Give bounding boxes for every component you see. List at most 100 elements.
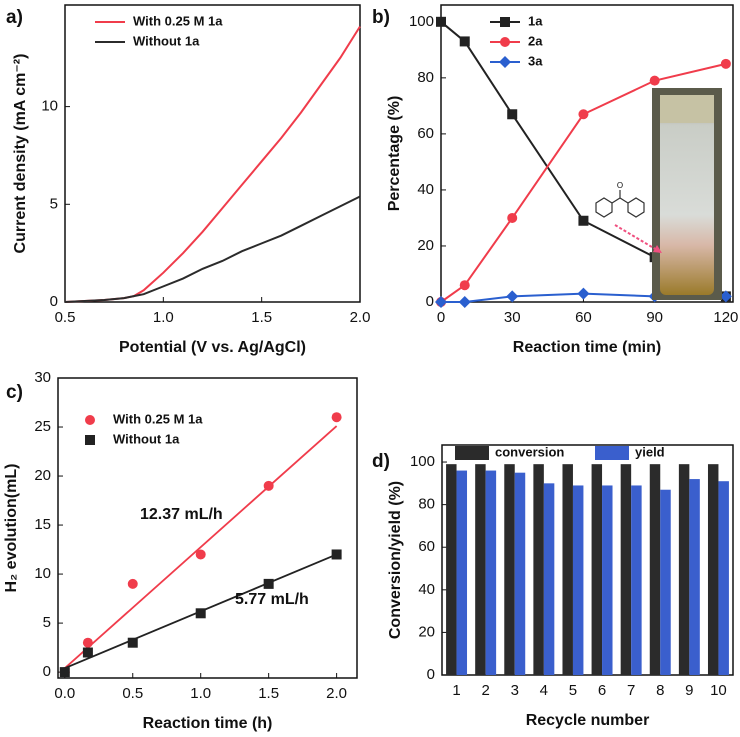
bar: [631, 485, 642, 675]
x-tick-label: 8: [656, 682, 664, 699]
legend-swatch: [595, 446, 629, 460]
y-tick-label: 0: [427, 666, 435, 683]
x-axis-label: Reaction time (min): [513, 339, 661, 356]
x-tick-label: 1.5: [251, 309, 272, 326]
marker: [578, 109, 589, 120]
plot-frame: [64, 4, 361, 303]
y-tick-label: 0: [426, 293, 434, 310]
x-tick-label: 0: [437, 309, 445, 326]
marker: [459, 280, 470, 291]
y-tick-label: 0: [43, 663, 51, 680]
bar: [543, 483, 555, 675]
annotation: 12.37 mL/h: [140, 506, 223, 523]
panel-label: d): [372, 451, 390, 472]
legend-label: With 0.25 M 1a: [113, 411, 203, 426]
x-tick-label: 90: [646, 309, 663, 326]
marker: [720, 58, 731, 69]
marker: [331, 549, 342, 560]
y-tick-label: 15: [34, 516, 51, 533]
x-axis-label: Recycle number: [526, 712, 650, 729]
panel-label: a): [6, 7, 23, 28]
x-tick-label: 120: [713, 309, 738, 326]
x-tick-label: 3: [511, 682, 519, 699]
bar: [620, 464, 632, 675]
marker: [507, 109, 518, 120]
bar: [707, 464, 719, 675]
y-tick-label: 10: [41, 98, 58, 115]
bar: [485, 470, 497, 675]
x-tick-label: 6: [598, 682, 606, 699]
x-tick-label: 1.5: [258, 685, 279, 702]
marker: [458, 296, 471, 308]
y-tick-label: 40: [418, 581, 435, 598]
marker: [127, 578, 138, 589]
plot-frame: [441, 444, 734, 676]
x-axis-label: Potential (V vs. Ag/AgCl): [119, 339, 306, 356]
x-tick-label: 4: [540, 682, 548, 699]
x-tick-label: 0.5: [55, 309, 76, 326]
x-tick-label: 2.0: [350, 309, 371, 326]
x-tick-label: 1.0: [153, 309, 174, 326]
panel-label: c): [6, 382, 23, 403]
x-tick-label: 1: [452, 682, 460, 699]
bar: [533, 464, 544, 675]
marker: [577, 287, 590, 300]
bar: [602, 485, 613, 675]
marker: [459, 36, 470, 47]
x-tick-label: 2.0: [326, 685, 347, 702]
y-tick-label: 80: [418, 496, 435, 513]
y-tick-label: 0: [50, 293, 58, 310]
y-tick-label: 20: [34, 467, 51, 484]
y-tick-label: 60: [418, 538, 435, 555]
legend-marker: [85, 435, 95, 445]
y-axis-label: H₂ evolution(mL): [3, 464, 20, 593]
series-line: [64, 25, 361, 303]
bar: [591, 464, 603, 675]
marker: [263, 480, 274, 491]
legend-marker: [85, 415, 95, 425]
marker: [578, 215, 589, 226]
bar: [649, 464, 661, 675]
bar: [689, 479, 700, 675]
y-tick-label: 80: [417, 69, 434, 86]
x-tick-label: 10: [710, 682, 727, 699]
x-tick-label: 1.0: [190, 685, 211, 702]
marker: [719, 290, 732, 303]
legend-label: Without 1a: [133, 33, 200, 48]
x-tick-label: 0.0: [54, 685, 75, 702]
legend-label: With 0.25 M 1a: [133, 13, 223, 28]
marker: [506, 290, 519, 303]
y-axis-label: Percentage (%): [386, 96, 403, 212]
bar: [718, 481, 729, 675]
inset-photo: O: [595, 88, 722, 300]
annotation: 5.77 mL/h: [235, 591, 309, 608]
marker: [649, 75, 660, 86]
marker: [127, 637, 138, 648]
panel-label: b): [372, 7, 390, 28]
x-tick-label: 7: [627, 682, 635, 699]
y-tick-label: 100: [409, 13, 434, 30]
y-tick-label: 10: [34, 565, 51, 582]
x-axis-label: Reaction time (h): [143, 715, 273, 732]
plot-frame: [57, 377, 358, 679]
y-tick-label: 5: [43, 614, 51, 631]
y-tick-label: 20: [418, 623, 435, 640]
legend-marker: [500, 17, 510, 27]
y-axis-label: Current density (mA cm⁻²): [12, 54, 29, 254]
marker: [195, 608, 206, 619]
y-tick-label: 60: [417, 125, 434, 142]
x-tick-label: 5: [569, 682, 577, 699]
x-tick-label: 2: [481, 682, 489, 699]
bar: [446, 464, 457, 675]
x-tick-label: 30: [504, 309, 521, 326]
fit-line: [64, 425, 338, 669]
plot-frame: [440, 4, 734, 303]
bar: [678, 464, 690, 675]
legend-label: yield: [635, 444, 665, 459]
y-tick-label: 25: [34, 418, 51, 435]
y-tick-label: 40: [417, 181, 434, 198]
x-tick-label: 60: [575, 309, 592, 326]
bar: [562, 464, 573, 675]
marker: [435, 296, 447, 308]
